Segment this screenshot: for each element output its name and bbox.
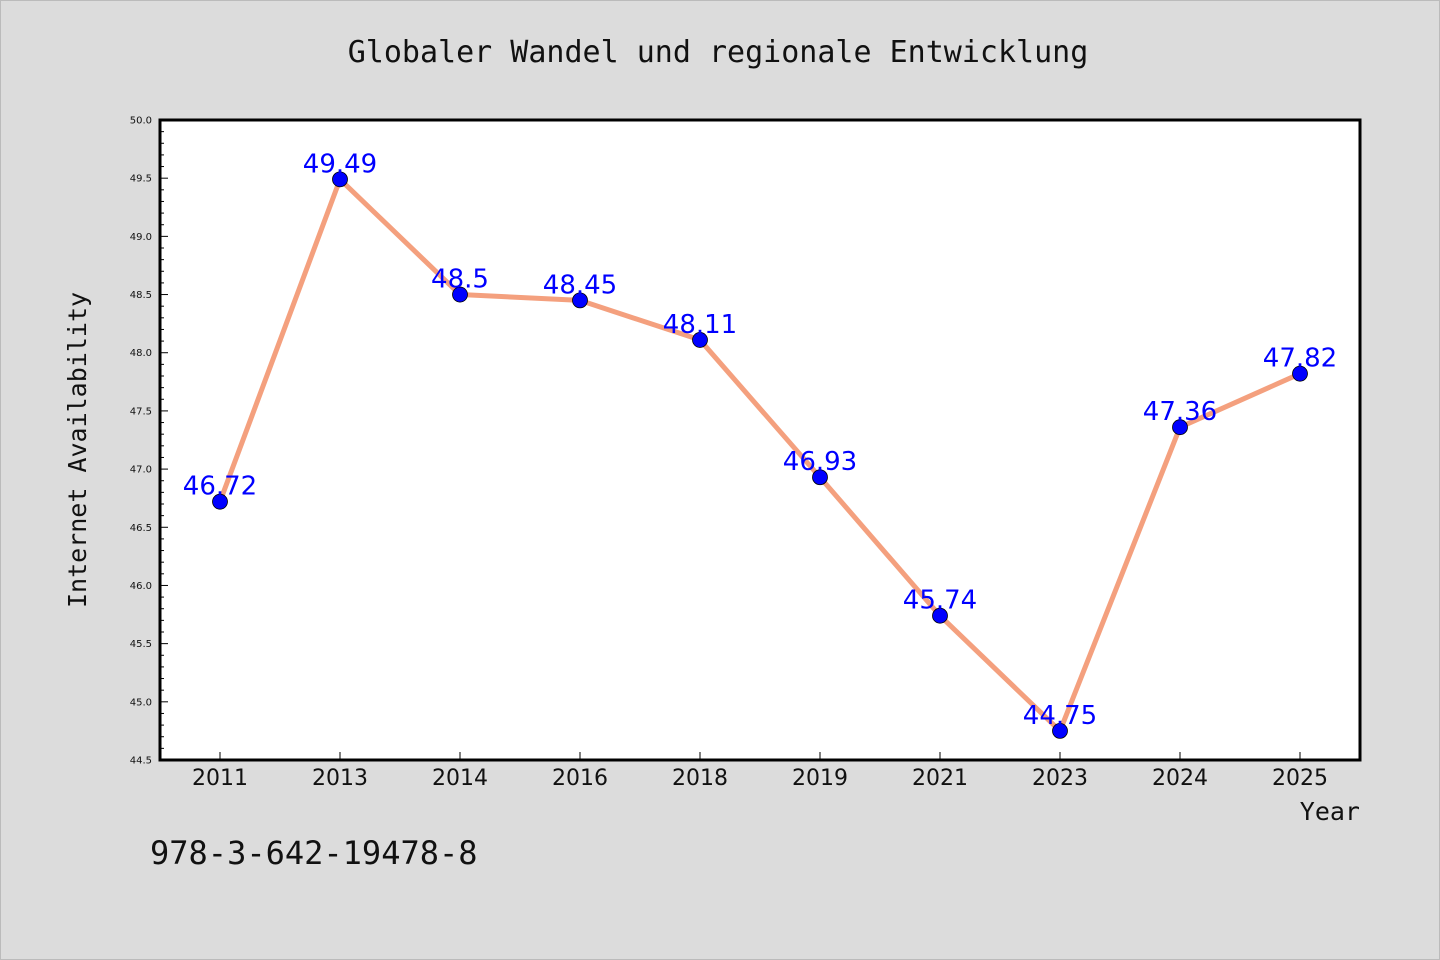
chart-title: Globaler Wandel und regionale Entwicklun… — [348, 35, 1089, 70]
data-label: 49.49 — [303, 149, 377, 179]
x-tick-label: 2013 — [312, 766, 368, 791]
data-point-marker — [572, 292, 588, 309]
y-tick-label: 48.0 — [130, 348, 152, 359]
data-point-marker — [1172, 419, 1188, 436]
data-label: 46.72 — [183, 472, 257, 502]
y-tick-label: 49.5 — [130, 174, 152, 185]
data-label: 47.82 — [1263, 344, 1337, 374]
y-tick-label: 46.0 — [130, 581, 152, 592]
y-tick-label: 45.0 — [130, 697, 152, 708]
data-label: 48.45 — [543, 270, 617, 300]
y-tick-label: 50.0 — [130, 116, 152, 127]
x-tick-label: 2023 — [1032, 766, 1088, 791]
data-label: 48.5 — [431, 265, 489, 295]
data-label: 48.11 — [663, 310, 737, 340]
y-tick-label: 47.0 — [130, 465, 152, 476]
x-tick-label: 2019 — [792, 766, 848, 791]
x-tick-label: 2025 — [1272, 766, 1328, 791]
y-axis-label: Internet Availability — [63, 292, 92, 608]
y-tick-label: 44.5 — [130, 756, 152, 767]
data-point-marker — [1292, 365, 1308, 382]
data-point-marker — [692, 332, 708, 348]
data-point-marker — [452, 286, 468, 303]
data-point-marker — [332, 171, 348, 188]
x-axis: 2011 2013 2014 2016 2018 2019 2021 2023 2024 2025 — [192, 752, 1328, 791]
data-label: 45.74 — [903, 586, 977, 616]
data-point-marker — [932, 607, 948, 624]
y-tick-label: 45.5 — [130, 639, 152, 650]
y-tick-label: 49.0 — [130, 232, 152, 243]
series-layer: 46.72 49.49 48.5 48.45 48.11 46.93 45.74 44.75 4… — [183, 149, 1337, 739]
data-point-marker — [212, 493, 228, 510]
x-tick-label: 2021 — [912, 766, 968, 791]
x-tick-label: 2018 — [672, 766, 728, 791]
x-tick-label: 2014 — [432, 766, 488, 791]
data-point-marker — [1052, 723, 1068, 739]
x-axis-label: Year — [1300, 797, 1360, 826]
y-tick-label: 47.5 — [130, 406, 152, 417]
y-axis: 44.5 45.0 45.5 46.0 46.5 47.0 47.5 48.0 48.5 49.0… — [130, 116, 168, 767]
data-label: 44.75 — [1023, 701, 1097, 731]
data-label: 47.36 — [1143, 397, 1217, 427]
series-line — [217, 176, 1303, 734]
footer-isbn: 978-3-642-19478-8 — [150, 834, 478, 872]
y-tick-label: 48.5 — [130, 290, 152, 301]
plot-area — [158, 118, 1362, 762]
data-point-marker — [812, 469, 828, 486]
x-tick-label: 2016 — [552, 766, 608, 791]
y-tick-label: 46.5 — [130, 523, 152, 534]
x-tick-label: 2024 — [1152, 766, 1208, 791]
data-label: 46.93 — [783, 447, 857, 477]
x-tick-label: 2011 — [192, 766, 248, 791]
